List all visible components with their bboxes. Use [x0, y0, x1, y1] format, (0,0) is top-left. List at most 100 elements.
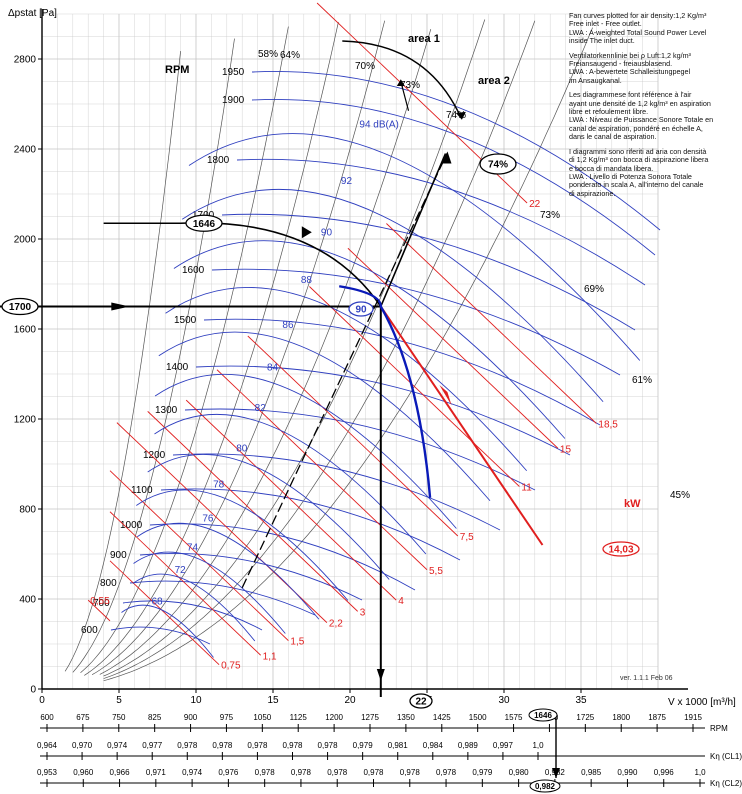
sound-line	[181, 189, 604, 403]
sound-label: 94 dB(A)	[359, 120, 398, 131]
callout-efficiency-ellipse	[479, 153, 517, 175]
kn-cl2-scale-tick-label: 0,978	[436, 768, 457, 777]
efficiency-label: 61%	[632, 375, 652, 386]
callout-dp-ellipse	[1, 297, 39, 316]
area1-arrow	[455, 111, 466, 120]
system-curve-dashed	[241, 153, 448, 589]
rpm-line	[129, 580, 316, 616]
power-link	[379, 305, 544, 546]
y-axis-label: Δpstat [Pa]	[8, 8, 57, 19]
rpm-label: 1950	[222, 67, 245, 78]
rpm-scale-tick-label: 1425	[433, 713, 451, 722]
sound-line	[147, 453, 390, 580]
kn-cl1-scale-tick-label: 0,970	[72, 741, 93, 750]
rpm-label: 800	[100, 578, 117, 589]
x-tick-label: 35	[575, 695, 587, 706]
rpm-scale-tick-label: 1275	[361, 713, 379, 722]
rpm-scale-tick-label: 1350	[397, 713, 415, 722]
sound-label: 88	[301, 275, 313, 286]
labels: area 1 area 2 1700 1646 74% 14,03 90 22	[1, 33, 640, 709]
sound-line	[132, 573, 256, 642]
sound-line	[133, 551, 286, 634]
y-tick-label: 800	[19, 505, 36, 516]
note-english: Fan curves plotted for air density:1,2 K…	[569, 11, 707, 46]
rpm-scale-tick-label: 1915	[684, 713, 702, 722]
power-line	[216, 369, 428, 571]
kn-cl2-scale-tick-label: 0,978	[327, 768, 348, 777]
rpm-link-arrow	[301, 226, 312, 239]
power-label: 1,1	[263, 651, 277, 662]
y-tick-label: 2800	[14, 55, 37, 66]
kn-cl2-scale-tick-label: 0,953	[37, 768, 58, 777]
rpm-scale-tick-label: 1575	[505, 713, 523, 722]
area2-arrow	[396, 79, 405, 86]
kn-cl2-scale-tick-label: 0,985	[581, 768, 602, 777]
power-line	[185, 399, 397, 601]
rpm-line	[172, 453, 501, 531]
power-label: 0,75	[221, 661, 241, 672]
power-line	[347, 247, 559, 449]
kn-cl2-scale-tick-label: 0,966	[110, 768, 131, 777]
note-german: Ventilatorkennlinie bei ρ Luft:1,2 kg/m³…	[569, 50, 691, 85]
rpm-scale-tick-label: 900	[184, 713, 198, 722]
rpm-label: 1300	[155, 405, 178, 416]
kn-cl2-scale-tick-label: 0,978	[400, 768, 421, 777]
sound-label: 76	[202, 513, 214, 524]
sound-line	[136, 522, 320, 620]
y-tick-label: 2000	[14, 235, 37, 246]
power-label: 18,5	[598, 420, 618, 431]
callout-kw: 14,03	[608, 545, 633, 556]
sound-label: 92	[341, 176, 353, 187]
kn-cl2-scale-tick-label: 0,990	[617, 768, 638, 777]
kn-callout: 0,982	[535, 782, 556, 791]
efficiency-line	[91, 20, 386, 676]
sound-label: 90	[321, 228, 333, 239]
efficiency-label: 69%	[584, 284, 604, 295]
efficiency-label: 70%	[355, 61, 375, 72]
kn-cl1-scale-tick-label: 0,978	[247, 741, 268, 750]
axes: 0510152025303504008001200160020002400280…	[8, 8, 736, 708]
power-line	[109, 470, 289, 641]
power-link-arrow	[439, 385, 452, 406]
kn-cl1-scale-tick-label: 1,0	[532, 741, 544, 750]
rpm-scale-tick-label: 1800	[612, 713, 630, 722]
kn-cl2-scale-tick-label: 0,960	[73, 768, 94, 777]
power-label: 15	[560, 444, 572, 455]
rpm-line	[195, 365, 571, 456]
rpm-line	[110, 626, 211, 645]
efficiency-line	[103, 27, 593, 682]
rpm-scale-tick-label: 1725	[576, 713, 594, 722]
kn-cl1-scale-tick-label: 0,978	[318, 741, 339, 750]
sound-line	[165, 287, 528, 472]
power-line	[87, 599, 111, 622]
callout-kw-ellipse	[602, 541, 640, 557]
x-tick-label: 0	[39, 695, 45, 706]
rpm-label: 1900	[222, 95, 245, 106]
sound-line	[154, 413, 427, 555]
rpm-line	[203, 318, 601, 426]
kn-cl2-scale-tick-label: 0,978	[255, 768, 276, 777]
rpm-line	[184, 408, 536, 491]
v-arrow	[376, 669, 385, 681]
power-line	[309, 286, 520, 487]
sound-line	[121, 604, 214, 658]
kn-callout-ellipse	[529, 779, 561, 793]
rpm-label: 1800	[207, 155, 230, 166]
kn-cl1-scale-tick-label: 0,978	[212, 741, 233, 750]
operating-curve	[339, 285, 432, 498]
efficiency-line	[103, 19, 486, 677]
kn-cl2-scale-tick-label: 0,976	[218, 768, 239, 777]
sound-line	[154, 374, 457, 529]
power-line	[109, 560, 220, 666]
efficiency-line	[72, 38, 235, 673]
y-tick-label: 0	[30, 685, 36, 696]
efficiency-label: 45%	[670, 490, 690, 501]
rpm-label: 1600	[182, 265, 205, 276]
kn-cl2-scale-label: Kη (CL2)	[710, 779, 742, 788]
kn-cl1-scale-tick-label: 0,984	[423, 741, 444, 750]
power-label: 3	[360, 607, 366, 618]
power-label: 4	[398, 596, 404, 607]
x-tick-label: 5	[116, 695, 122, 706]
power-label: 2,2	[329, 619, 343, 630]
